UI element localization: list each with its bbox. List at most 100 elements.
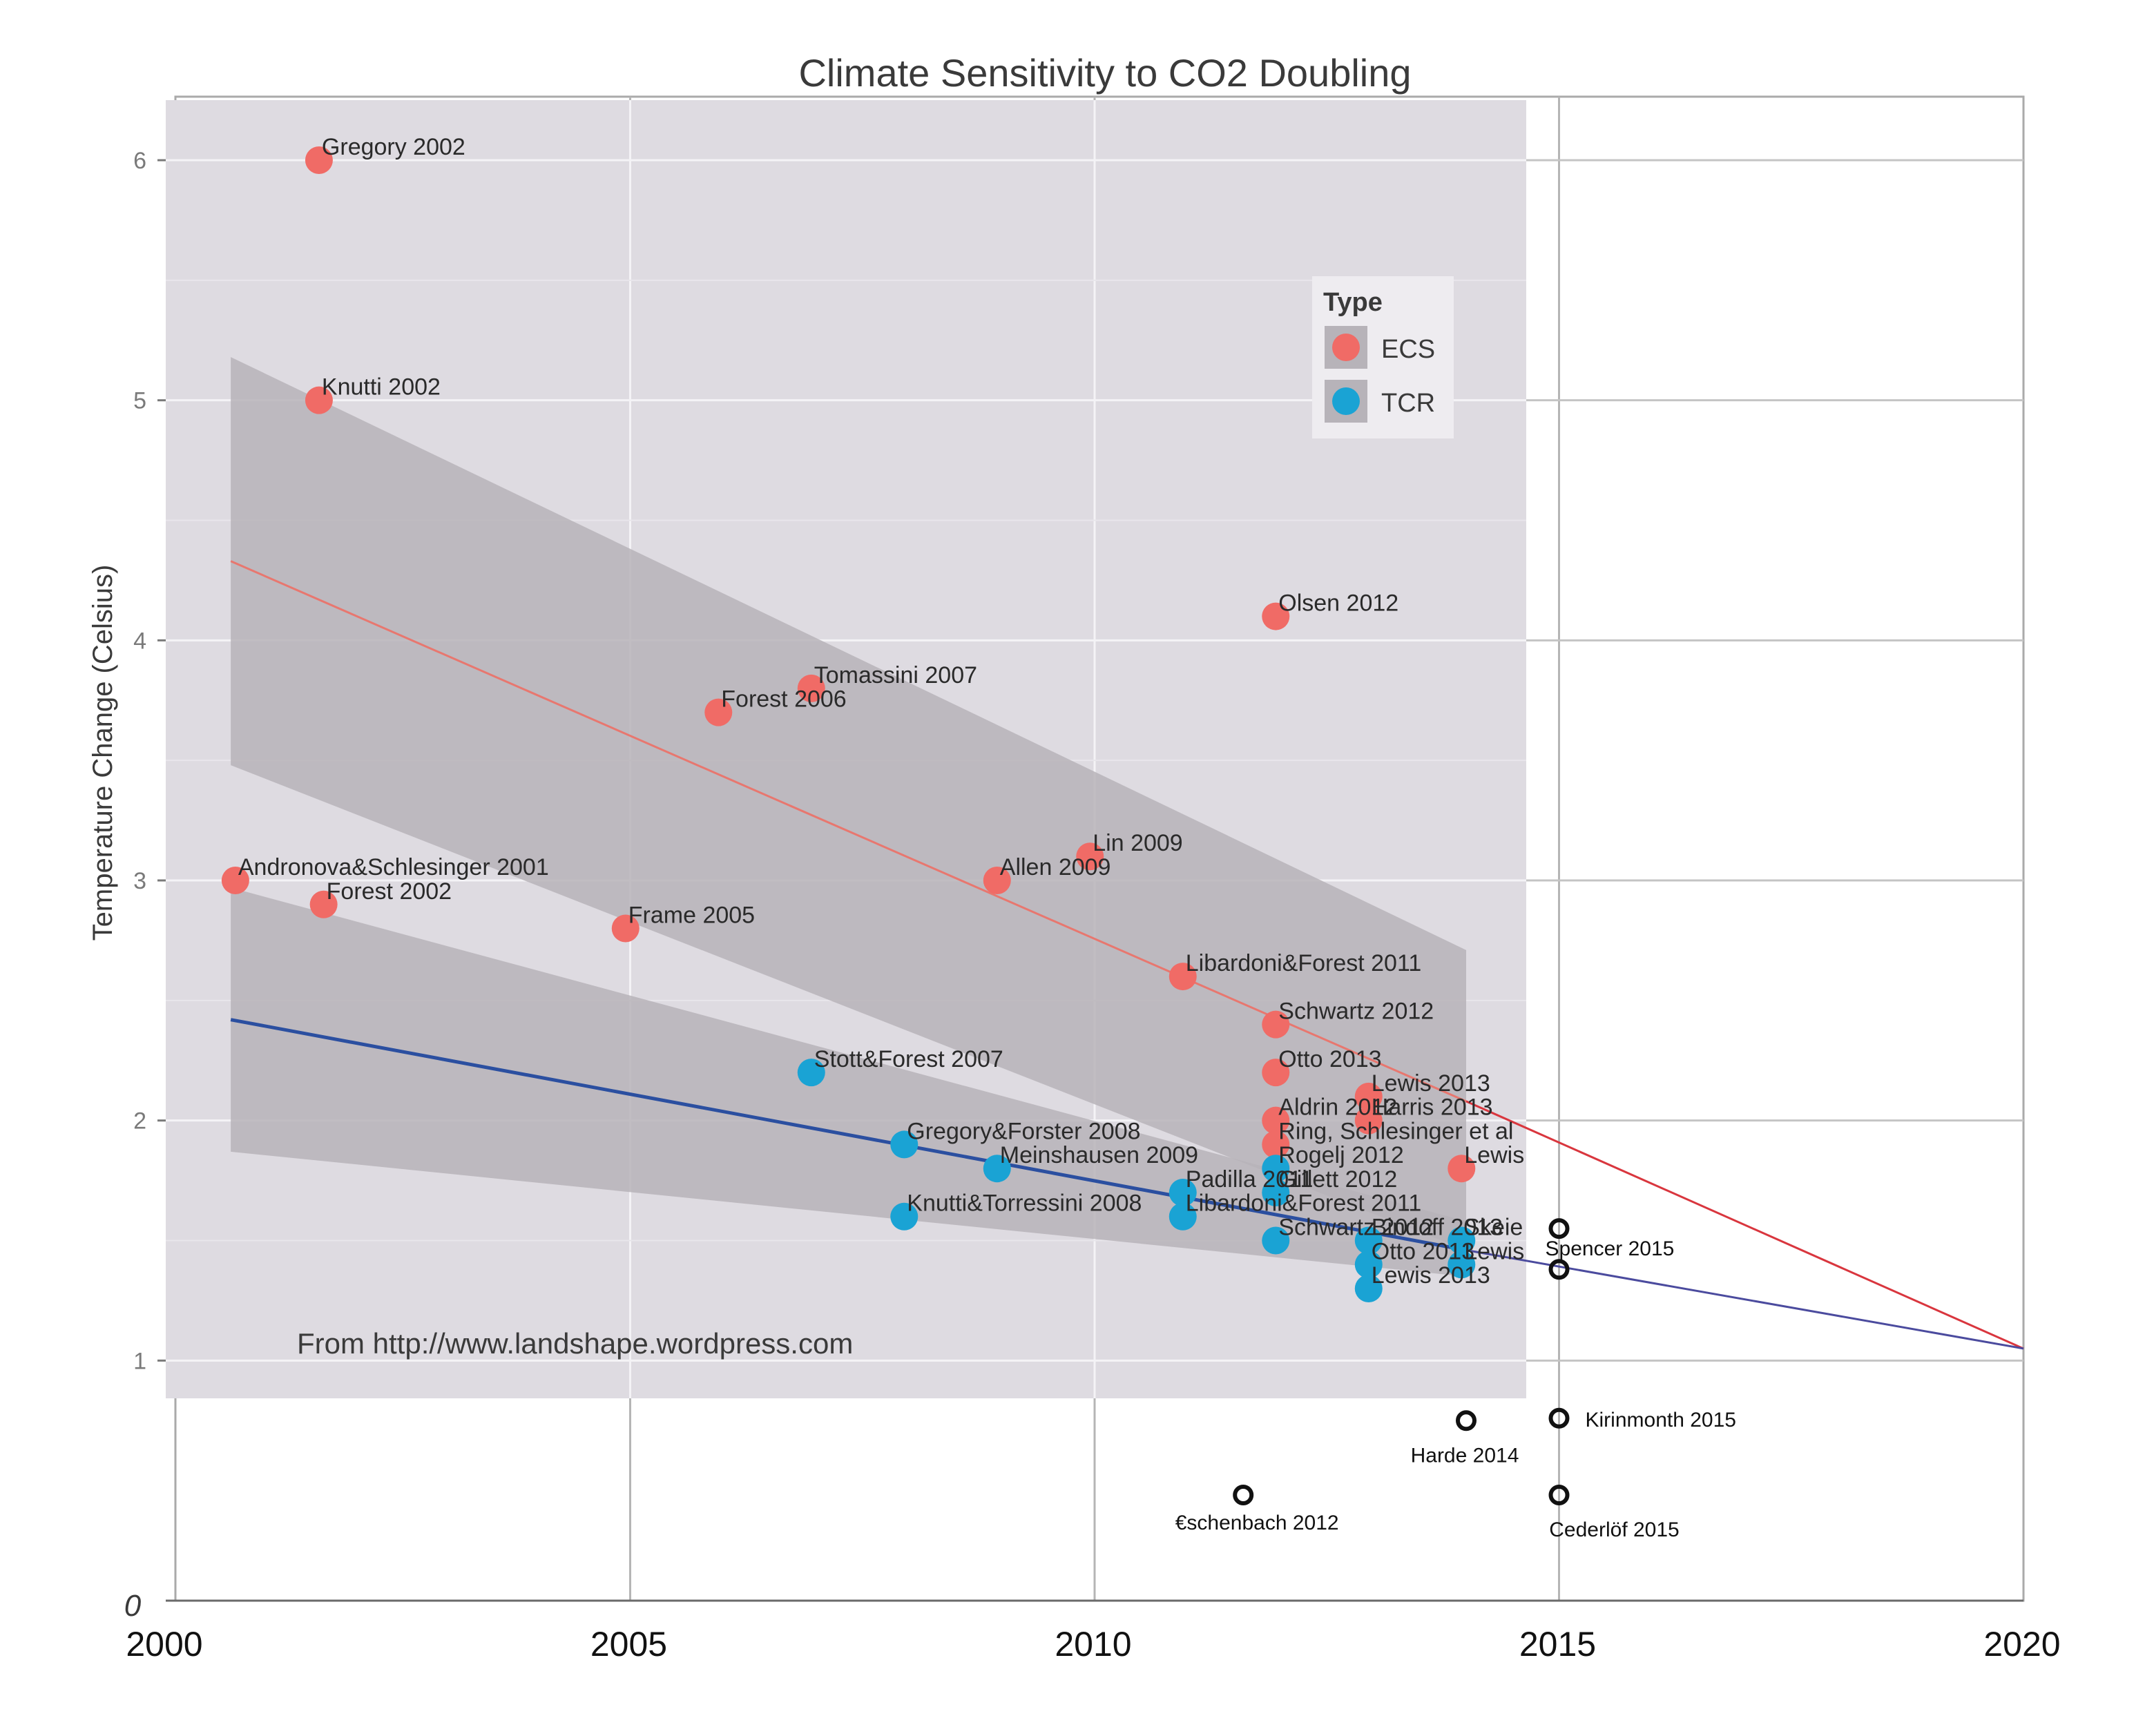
ecs-point xyxy=(1262,1106,1290,1135)
point-label: Schwartz 2012 xyxy=(1278,999,1434,1025)
point-labels: Andronova&Schlesinger 2001 Gregory 2002 Kn… xyxy=(238,134,1736,1541)
tcr-point xyxy=(983,1155,1011,1183)
point-label: Padilla 2011 xyxy=(1186,1166,1314,1193)
ecs-point xyxy=(1262,602,1290,630)
trend-lines xyxy=(230,560,1467,1252)
legend-label-tcr: TCR xyxy=(1381,389,1435,418)
hand-drawn-point xyxy=(1548,1259,1570,1280)
legend-label-ecs: ECS xyxy=(1381,335,1435,364)
y-tick-label: 2 xyxy=(133,1108,146,1135)
tcr-point xyxy=(797,1059,825,1087)
tcr-confidence-band xyxy=(231,887,1466,1277)
hand-drawn-point xyxy=(1548,1218,1570,1240)
credit-text: From http://www.landshape.wordpress.com xyxy=(297,1327,853,1360)
ecs-point xyxy=(1262,1059,1290,1087)
point-label: Lin 2009 xyxy=(1093,830,1182,856)
x-tick-label: 2020 xyxy=(1983,1625,2060,1663)
hand-drawn-label: €schenbach 2012 xyxy=(1175,1512,1339,1534)
point-label: Knutti&Torressini 2008 xyxy=(907,1190,1142,1217)
ecs-point xyxy=(611,914,640,943)
point-label: Ring, Schlesinger et al xyxy=(1278,1118,1513,1144)
point-label: Frame 2005 xyxy=(628,903,755,929)
y-axis-label: Temperature Change (Celsius) xyxy=(88,565,118,941)
x-tick-label: 2015 xyxy=(1519,1625,1596,1663)
ecs-extension-line xyxy=(1465,1100,2024,1350)
hand-drawn-point xyxy=(1548,1407,1570,1429)
y-tick-label: 3 xyxy=(133,868,146,894)
legend-title: Type xyxy=(1323,288,1383,317)
hand-drawn-label: Spencer 2015 xyxy=(1546,1237,1675,1260)
ecs-trend-line xyxy=(230,560,1467,1103)
y-tick-label: 6 xyxy=(133,148,146,174)
ecs-point xyxy=(1169,963,1197,991)
point-label: Forest 2002 xyxy=(327,878,452,905)
hand-drawn-point xyxy=(1548,1485,1570,1506)
tcr-point xyxy=(1448,1251,1476,1279)
point-label: Bindoff 2013 xyxy=(1372,1215,1503,1241)
tcr-point xyxy=(1354,1275,1383,1303)
data-points xyxy=(221,146,1570,1506)
ecs-point xyxy=(1262,1010,1290,1039)
hand-drawn-point xyxy=(1233,1485,1254,1506)
ecs-point xyxy=(1354,1106,1383,1135)
point-label: Stott&Forest 2007 xyxy=(814,1046,1003,1072)
ecs-confidence-band xyxy=(231,357,1466,1251)
tcr-point xyxy=(890,1202,919,1231)
hand-drawn-label: Cederlöf 2015 xyxy=(1549,1518,1679,1541)
tcr-point xyxy=(1448,1226,1476,1255)
x-tick-label: 2010 xyxy=(1055,1625,1131,1663)
ecs-point xyxy=(1076,842,1104,871)
point-label: Meinshausen 2009 xyxy=(1000,1142,1198,1168)
legend-tcr-marker xyxy=(1332,387,1360,415)
point-label: Rogelj 2012 xyxy=(1278,1142,1403,1168)
ecs-point xyxy=(1448,1155,1476,1183)
tcr-trend-line xyxy=(230,1018,1467,1252)
ecs-point xyxy=(305,146,333,174)
point-label: Lewis 2013 xyxy=(1372,1262,1490,1289)
point-label: Forest 2006 xyxy=(721,686,846,713)
tcr-point xyxy=(1262,1178,1290,1206)
y-axis-zero-handwritten: 0 xyxy=(124,1589,142,1623)
point-label: Andronova&Schlesinger 2001 xyxy=(238,854,549,880)
ecs-point xyxy=(1354,1082,1383,1110)
tcr-point xyxy=(1262,1155,1290,1183)
y-tick-label: 4 xyxy=(133,628,146,654)
hand-drawn-label: Harde 2014 xyxy=(1411,1444,1519,1467)
tcr-point xyxy=(890,1130,919,1159)
extension-lines xyxy=(1465,1100,2024,1350)
point-label: Skeie xyxy=(1464,1215,1523,1241)
ecs-point xyxy=(797,674,825,702)
point-label: Lewis 2013 xyxy=(1372,1070,1490,1097)
point-label: Libardoni&Forest 2011 xyxy=(1186,950,1421,976)
ecs-point xyxy=(983,867,1011,894)
point-label: Gregory 2002 xyxy=(322,134,465,160)
point-label: Libardoni&Forest 2011 xyxy=(1186,1190,1421,1217)
x-tick-label: 2000 xyxy=(126,1625,202,1663)
tcr-point xyxy=(1354,1226,1383,1255)
y-tick-label: 5 xyxy=(133,388,146,414)
x-tick-label: 2005 xyxy=(590,1625,667,1663)
point-label: Knutti 2002 xyxy=(322,374,441,401)
point-label: Aldrin 2012 xyxy=(1278,1094,1397,1121)
x-axis-ticks: 2000 2005 2010 2015 2020 xyxy=(126,1625,2060,1663)
ecs-point xyxy=(221,867,249,894)
tcr-point xyxy=(1262,1226,1290,1255)
confidence-bands xyxy=(231,357,1466,1277)
tcr-point xyxy=(1169,1202,1197,1231)
point-label: Lewis xyxy=(1464,1238,1524,1264)
point-label: Tomassini 2007 xyxy=(814,662,977,688)
point-label: Otto 2013 xyxy=(1278,1046,1381,1072)
tcr-point xyxy=(1354,1251,1383,1279)
point-label: Gregory&Forster 2008 xyxy=(907,1118,1140,1144)
ecs-point xyxy=(704,698,733,726)
tcr-extension-line xyxy=(1465,1248,2024,1350)
point-label: Otto 2013 xyxy=(1372,1238,1474,1264)
y-axis-ticks: 1 2 3 4 5 6 xyxy=(133,148,166,1374)
point-label: Olsen 2012 xyxy=(1278,590,1398,617)
point-label: Schwartz 2012 xyxy=(1278,1215,1434,1241)
point-label: Allen 2009 xyxy=(1000,854,1111,880)
ecs-point xyxy=(1262,1130,1290,1159)
chart-title: Climate Sensitivity to CO2 Doubling xyxy=(798,51,1411,95)
point-label: Gillett 2012 xyxy=(1278,1166,1397,1193)
